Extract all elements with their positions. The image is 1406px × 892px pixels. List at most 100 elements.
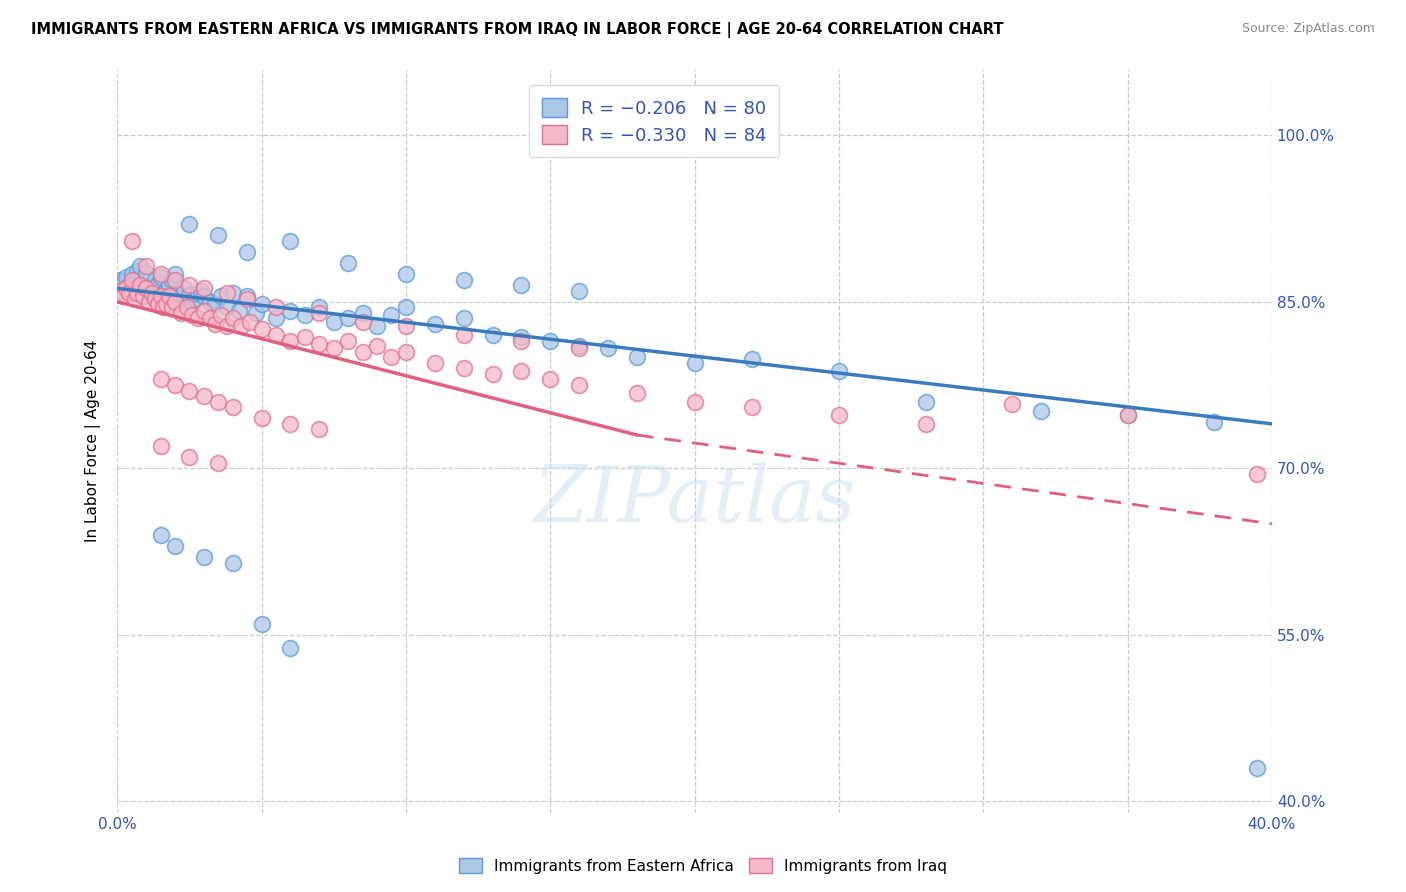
Point bbox=[222, 285, 245, 300]
Point bbox=[280, 234, 302, 248]
Point bbox=[231, 319, 253, 334]
Point bbox=[352, 306, 374, 320]
Point bbox=[146, 297, 169, 311]
Point bbox=[179, 217, 201, 231]
Point bbox=[828, 408, 851, 422]
Point bbox=[322, 342, 344, 356]
Point bbox=[193, 303, 215, 318]
Point bbox=[167, 285, 190, 300]
Point bbox=[222, 401, 245, 415]
Point bbox=[352, 344, 374, 359]
Point bbox=[337, 256, 360, 270]
Point bbox=[129, 278, 152, 293]
Point bbox=[209, 308, 232, 322]
Point bbox=[135, 259, 157, 273]
Point bbox=[308, 306, 330, 320]
Y-axis label: In Labor Force | Age 20-64: In Labor Force | Age 20-64 bbox=[86, 339, 101, 541]
Point bbox=[207, 228, 229, 243]
Point bbox=[215, 319, 238, 334]
Point bbox=[163, 294, 186, 309]
Point bbox=[176, 294, 198, 309]
Point bbox=[568, 378, 591, 392]
Point bbox=[112, 275, 135, 289]
Point bbox=[207, 456, 229, 470]
Point bbox=[190, 284, 212, 298]
Point bbox=[160, 272, 183, 286]
Point bbox=[163, 378, 186, 392]
Point bbox=[914, 417, 936, 431]
Point bbox=[181, 308, 204, 322]
Point bbox=[538, 372, 561, 386]
Point bbox=[170, 289, 193, 303]
Point bbox=[176, 300, 198, 314]
Point bbox=[1204, 415, 1226, 429]
Point bbox=[236, 289, 259, 303]
Point bbox=[138, 294, 160, 309]
Point bbox=[1116, 408, 1139, 422]
Point bbox=[337, 334, 360, 348]
Point bbox=[828, 363, 851, 377]
Point bbox=[423, 356, 446, 370]
Point bbox=[1116, 408, 1139, 422]
Point bbox=[568, 339, 591, 353]
Point bbox=[157, 289, 180, 303]
Text: ZIPatlas: ZIPatlas bbox=[533, 462, 856, 538]
Point bbox=[124, 293, 146, 307]
Point bbox=[112, 289, 135, 303]
Point bbox=[294, 308, 316, 322]
Point bbox=[179, 288, 201, 302]
Legend: Immigrants from Eastern Africa, Immigrants from Iraq: Immigrants from Eastern Africa, Immigran… bbox=[453, 852, 953, 880]
Point bbox=[124, 275, 146, 289]
Point bbox=[453, 311, 475, 326]
Point bbox=[157, 278, 180, 293]
Point bbox=[184, 293, 207, 307]
Point bbox=[187, 285, 209, 300]
Point bbox=[264, 328, 287, 343]
Point bbox=[395, 267, 418, 281]
Text: IMMIGRANTS FROM EASTERN AFRICA VS IMMIGRANTS FROM IRAQ IN LABOR FORCE | AGE 20-6: IMMIGRANTS FROM EASTERN AFRICA VS IMMIGR… bbox=[31, 22, 1004, 38]
Point bbox=[294, 330, 316, 344]
Point bbox=[127, 263, 149, 277]
Point bbox=[143, 293, 166, 307]
Point bbox=[453, 328, 475, 343]
Point bbox=[453, 361, 475, 376]
Point bbox=[179, 278, 201, 293]
Point bbox=[173, 281, 195, 295]
Point bbox=[108, 272, 131, 286]
Point bbox=[138, 285, 160, 300]
Point bbox=[204, 297, 226, 311]
Point bbox=[352, 315, 374, 329]
Point bbox=[1246, 761, 1268, 775]
Point bbox=[250, 616, 273, 631]
Point bbox=[141, 285, 163, 300]
Point bbox=[308, 337, 330, 351]
Point bbox=[423, 317, 446, 331]
Point bbox=[280, 334, 302, 348]
Point bbox=[568, 284, 591, 298]
Point bbox=[115, 270, 138, 285]
Point bbox=[236, 293, 259, 307]
Point bbox=[149, 372, 172, 386]
Point bbox=[366, 339, 388, 353]
Point bbox=[481, 367, 503, 381]
Point bbox=[163, 272, 186, 286]
Point bbox=[322, 315, 344, 329]
Point bbox=[132, 279, 155, 293]
Point bbox=[337, 311, 360, 326]
Point bbox=[181, 297, 204, 311]
Point bbox=[163, 267, 186, 281]
Point bbox=[626, 385, 648, 400]
Point bbox=[207, 394, 229, 409]
Point bbox=[308, 422, 330, 436]
Point bbox=[149, 270, 172, 285]
Point bbox=[129, 259, 152, 273]
Point bbox=[132, 289, 155, 303]
Point bbox=[135, 266, 157, 280]
Point bbox=[264, 300, 287, 314]
Point bbox=[108, 284, 131, 298]
Point bbox=[152, 289, 174, 303]
Point bbox=[121, 267, 143, 281]
Point bbox=[170, 306, 193, 320]
Point bbox=[1001, 397, 1024, 411]
Point bbox=[198, 294, 221, 309]
